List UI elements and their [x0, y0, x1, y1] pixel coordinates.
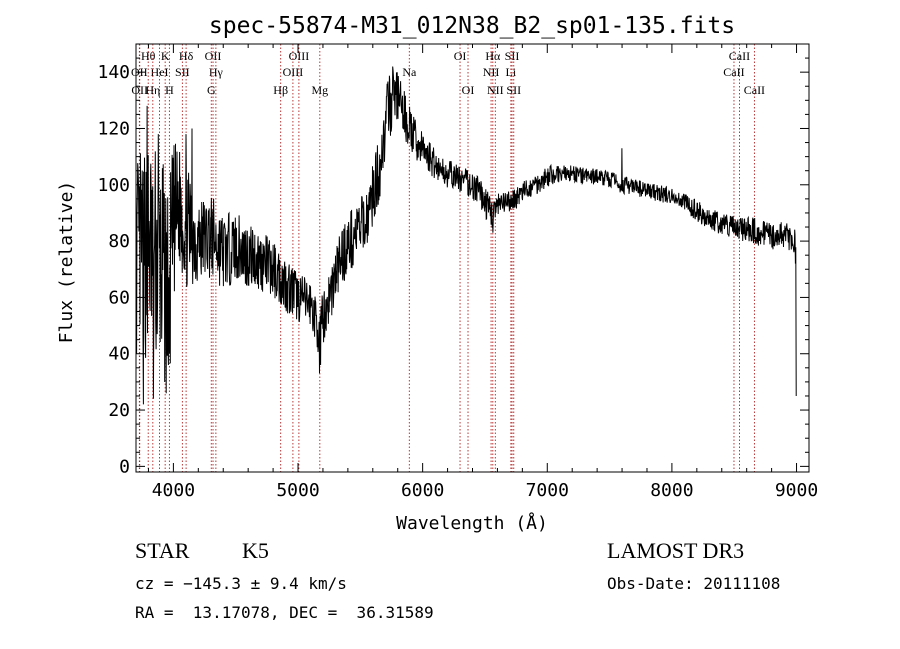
y-tick-label: 0: [119, 456, 130, 477]
redshift-value: cz = −145.3 ± 9.4 km/s: [135, 574, 347, 593]
spectral-line-label: NII: [483, 65, 500, 79]
spectral-line-label: H: [165, 83, 174, 97]
spectral-line-label: Hγ: [209, 65, 224, 79]
spectral-line-label: Hθ: [141, 49, 156, 63]
spectral-line-label: Hδ: [179, 49, 194, 63]
x-tick-label: 4000: [152, 480, 195, 501]
y-tick-label: 80: [108, 231, 130, 252]
spectral-line-label: OII: [205, 49, 222, 63]
spectral-line-label: G: [207, 83, 216, 97]
x-tick-label: 8000: [650, 480, 693, 501]
spectral-line-label: Na: [402, 65, 417, 79]
y-tick-label: 100: [97, 175, 130, 196]
x-tick-label: 5000: [276, 480, 319, 501]
y-axis-label: Flux (relative): [56, 181, 77, 344]
spectral-subclass: K5: [242, 538, 269, 563]
spectral-line-label: K: [161, 49, 170, 63]
spectral-line-label: OIII: [289, 49, 310, 63]
spectral-line-label: Hα: [485, 49, 501, 63]
axis-layer: 4000 5000 6000 7000 8000 9000 0 20 40 60 80 100 120 1…: [97, 44, 818, 501]
spectral-line-label: HeI: [151, 65, 169, 79]
spectral-line-label: Li: [506, 65, 517, 79]
spectral-line-label: NII: [487, 83, 504, 97]
y-tick-label: 120: [97, 118, 130, 139]
spectral-line-label: CaII: [729, 49, 750, 63]
x-tick-label: 7000: [526, 480, 569, 501]
spectral-line-label: Hβ: [273, 83, 288, 97]
spectral-line-label: CaII: [723, 65, 744, 79]
y-tick-label: 20: [108, 400, 130, 421]
spectral-line-label: SII: [506, 83, 521, 97]
survey-name: LAMOST DR3: [607, 538, 745, 563]
spectrum-layer: [136, 66, 797, 405]
chart-title: spec-55874-M31_012N38_B2_sp01-135.fits: [209, 13, 735, 39]
y-tick-label: 60: [108, 287, 130, 308]
spectral-line-label: SII: [175, 65, 190, 79]
x-axis-label: Wavelength (Å): [396, 512, 548, 534]
spectral-line-label: OI: [454, 49, 467, 63]
spectral-line-label: CaII: [744, 83, 765, 97]
spectral-line-label: OIII: [283, 65, 304, 79]
spectral-line-label: Hη: [145, 83, 160, 97]
object-type: STAR: [135, 538, 190, 563]
x-tick-label: 6000: [401, 480, 444, 501]
x-tick-label: 9000: [775, 480, 818, 501]
spectral-line-label: SII: [505, 49, 520, 63]
spectral-line-label: OI: [462, 83, 475, 97]
y-tick-label: 140: [97, 62, 130, 83]
coordinates: RA = 13.17078, DEC = 36.31589: [135, 603, 434, 622]
spectrum-series: [136, 66, 797, 405]
spectral-line-label: Mg: [311, 83, 328, 97]
observation-date: Obs-Date: 20111108: [607, 574, 781, 593]
y-tick-label: 40: [108, 344, 130, 365]
